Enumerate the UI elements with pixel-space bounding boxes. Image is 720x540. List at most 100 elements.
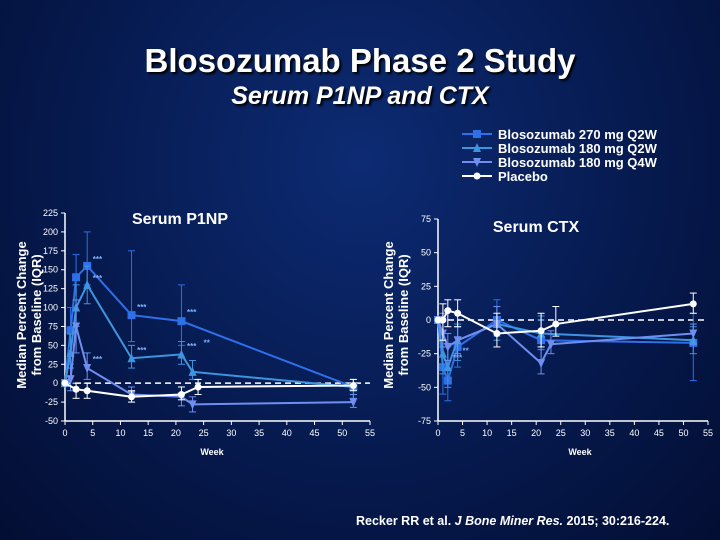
panel0-y-tick-label: 200 (43, 227, 58, 237)
panel0-series-line-b180q2w (64, 282, 354, 388)
panel0-x-tick-label: 45 (310, 428, 320, 438)
panel1-point-b180q4w (453, 336, 462, 346)
panel0-point-placebo (61, 379, 69, 387)
panel1-point-placebo (444, 307, 452, 315)
panel0-y-tick-label: 0 (53, 378, 58, 388)
legend-label-1: Blosozumab 180 mg Q2W (498, 141, 658, 156)
panel0-y-tick-label: 125 (43, 284, 58, 294)
panel1-point-b180q4w (546, 340, 555, 350)
panel0-y-tick-label: 75 (48, 321, 58, 331)
panel0-point-b180q2w (127, 353, 136, 363)
panel0-y-tick-label: 150 (43, 265, 58, 275)
panel1-x-tick-label: 25 (556, 428, 566, 438)
legend-label-3: Placebo (498, 169, 548, 184)
panel1-point-b180q2w (438, 348, 447, 358)
legend-marker-1 (473, 143, 481, 152)
panel1-point-b180q2w (443, 362, 452, 372)
legend-label-0: Blosozumab 270 mg Q2W (498, 127, 658, 142)
panel0-y-tick-label: -25 (45, 397, 58, 407)
panel0-point-b180q4w (349, 398, 358, 408)
panel1-y-tick-label: 0 (426, 315, 431, 325)
panel0-y-axis-label: Median Percent Changefrom Baseline (IQR) (14, 241, 44, 388)
panel1-y-tick-label: -25 (418, 349, 431, 359)
panel1-x-tick-label: 35 (605, 428, 615, 438)
panel0-point-b180q4w (83, 364, 92, 374)
panel0-y-tick-label: 175 (43, 246, 58, 256)
legend-label-2: Blosozumab 180 mg Q4W (498, 155, 658, 170)
panel0-x-tick-label: 15 (143, 428, 153, 438)
panel0-x-tick-label: 10 (115, 428, 125, 438)
panel0-x-tick-label: 50 (337, 428, 347, 438)
panel1-point-placebo (434, 316, 442, 324)
panel0-point-placebo (83, 387, 91, 395)
slide-title: Blosozumab Phase 2 Study (144, 42, 576, 79)
panel0-y-tick-label: 25 (48, 359, 58, 369)
panel0-point-b270 (72, 273, 81, 282)
panel0-significance-label: *** (187, 308, 197, 317)
panel1-panel-title: Serum CTX (493, 219, 580, 236)
panel0-x-tick-label: 0 (62, 428, 67, 438)
panel0-x-tick-label: 5 (90, 428, 95, 438)
panel1-x-tick-label: 45 (654, 428, 664, 438)
legend-marker-2 (473, 158, 481, 167)
panel0-y-tick-label: 225 (43, 208, 58, 218)
panel0-series-line-placebo (64, 382, 354, 398)
panel0-point-placebo (349, 381, 357, 389)
panel1-point-placebo (439, 316, 447, 324)
panel1-point-b180q4w (443, 342, 452, 352)
panel1-point-placebo (493, 329, 501, 337)
panel1-point-placebo (689, 300, 697, 308)
panel1-y-tick-label: 25 (421, 281, 431, 291)
panel0-significance-label: *** (93, 355, 103, 364)
panel1-point-placebo (537, 327, 545, 335)
panel0-panel-title: Serum P1NP (132, 211, 228, 228)
panel1-x-axis-label: Week (568, 447, 592, 457)
panel0-x-tick-label: 35 (254, 428, 264, 438)
panel1-y-tick-label: 75 (421, 214, 431, 224)
panel1-point-b180q4w (537, 359, 546, 369)
panel1-point-b180q4w (689, 329, 698, 339)
panel0-point-b180q2w (188, 366, 197, 376)
panel0-significance-label: ** (204, 338, 211, 347)
panel0-point-placebo (72, 385, 80, 393)
panel1-x-tick-label: 10 (482, 428, 492, 438)
panel1-significance-label: *** (453, 353, 463, 362)
panel1-x-tick-label: 20 (531, 428, 541, 438)
slide-subtitle: Serum P1NP and CTX (231, 82, 489, 110)
panel1-x-tick-label: 55 (703, 428, 713, 438)
panel0-y-tick-label: -50 (45, 416, 58, 426)
panel1-y-axis-label: Median Percent Changefrom Baseline (IQR) (381, 241, 411, 388)
legend-marker-3 (473, 172, 481, 180)
panel0-x-axis-label: Week (200, 447, 224, 457)
panel0-x-tick-label: 20 (171, 428, 181, 438)
panel1-y-tick-label: -75 (418, 416, 431, 426)
panel1-point-placebo (552, 320, 560, 328)
panel0-series-line-b270 (64, 264, 354, 388)
panel0-significance-label: *** (137, 346, 147, 355)
panel0-significance-label: *** (93, 274, 103, 283)
panel0-x-tick-label: 40 (282, 428, 292, 438)
panel0-point-b180q2w (83, 279, 92, 289)
panel0-point-placebo (194, 383, 202, 391)
panel1-series-line-b270 (437, 318, 694, 384)
legend-marker-0 (473, 130, 481, 138)
citation: Recker RR et al. J Bone Miner Res. 2015;… (356, 514, 670, 528)
panel1-point-placebo (454, 309, 462, 317)
panel1-x-tick-label: 15 (507, 428, 517, 438)
panel1-significance-label: ** (463, 347, 470, 356)
panel0-significance-label: *** (187, 342, 197, 351)
panel0-significance-label: *** (137, 303, 147, 312)
panel1-x-tick-label: 40 (629, 428, 639, 438)
panel1-x-tick-label: 0 (435, 428, 440, 438)
panel1-y-tick-label: -50 (418, 382, 431, 392)
panel0-point-placebo (128, 393, 136, 401)
panel1-x-tick-label: 5 (460, 428, 465, 438)
panel0-x-tick-label: 30 (226, 428, 236, 438)
panel0-point-b270 (66, 326, 75, 335)
panel1-x-tick-label: 30 (580, 428, 590, 438)
panel0-significance-label: *** (93, 255, 103, 264)
panel0-y-tick-label: 100 (43, 303, 58, 313)
panel1-x-tick-label: 50 (678, 428, 688, 438)
panel0-x-tick-label: 55 (365, 428, 375, 438)
